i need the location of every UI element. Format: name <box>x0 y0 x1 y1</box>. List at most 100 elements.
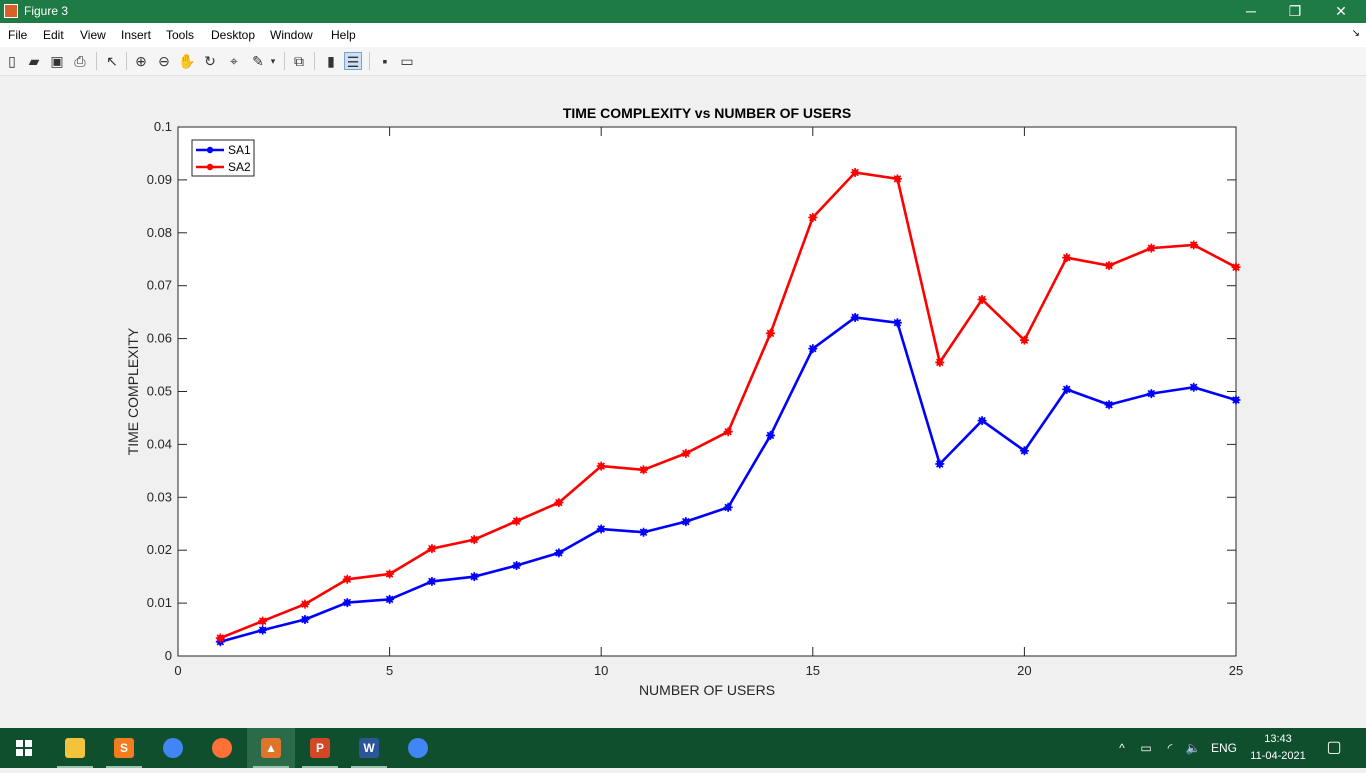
rotate-3d-icon[interactable]: ↻ <box>204 53 216 69</box>
tray-chevron-icon[interactable]: ^ <box>1119 741 1125 755</box>
data-point-sa1[interactable] <box>681 517 691 527</box>
data-point-sa1[interactable] <box>469 572 479 582</box>
menu-help[interactable]: Help <box>331 28 356 42</box>
brush-dropdown-icon[interactable]: ▾ <box>270 56 276 66</box>
volume-icon[interactable]: 🔈 <box>1185 741 1201 755</box>
clock[interactable]: 13:43 11-04-2021 <box>1246 731 1310 765</box>
menu-desktop[interactable]: Desktop <box>211 28 256 42</box>
insert-colorbar-icon[interactable]: ▮ <box>327 53 335 69</box>
line-chart[interactable]: 0 5 10 15 20 25 0 0.01 0.02 0.03 0.04 0.05 0.06 0.07 0… <box>0 76 1366 728</box>
taskbar-app-firefox[interactable] <box>198 728 246 768</box>
print-icon[interactable]: ⎙ <box>74 53 86 69</box>
data-point-sa2[interactable] <box>1189 240 1199 250</box>
close-button[interactable]: ✕ <box>1335 3 1347 19</box>
data-point-sa2[interactable] <box>300 599 310 609</box>
data-point-sa2[interactable] <box>850 167 860 177</box>
data-point-sa1[interactable] <box>554 548 564 558</box>
menu-window[interactable]: Window <box>270 28 313 42</box>
dock-arrow-icon[interactable]: ↘ <box>1351 28 1360 39</box>
battery-icon[interactable]: ▭ <box>1140 741 1152 755</box>
data-point-sa2[interactable] <box>342 574 352 584</box>
data-point-sa2[interactable] <box>427 544 437 554</box>
data-point-sa2[interactable] <box>1062 253 1072 263</box>
data-point-sa2[interactable] <box>765 328 775 338</box>
taskbar-app-file-explorer[interactable] <box>51 728 99 768</box>
menu-edit[interactable]: Edit <box>43 28 64 42</box>
show-plot-tools-icon[interactable]: ▭ <box>400 53 414 69</box>
insert-legend-icon[interactable]: ☰ <box>344 52 362 70</box>
data-point-sa1[interactable] <box>977 416 987 426</box>
open-file-icon[interactable]: ▰ <box>28 53 40 69</box>
restore-button[interactable]: ❐ <box>1288 3 1302 19</box>
data-point-sa1[interactable] <box>596 524 606 534</box>
language-indicator[interactable]: ENG <box>1210 741 1237 755</box>
data-point-sa2[interactable] <box>385 569 395 579</box>
data-point-sa1[interactable] <box>512 561 522 571</box>
data-point-sa2[interactable] <box>554 498 564 508</box>
taskbar-app-chrome-2[interactable] <box>394 728 442 768</box>
link-plot-icon[interactable]: ⧉ <box>294 53 304 69</box>
data-point-sa2[interactable] <box>215 633 225 643</box>
data-point-sa2[interactable] <box>1104 261 1114 271</box>
taskbar-app-sublime-text[interactable]: S <box>100 728 148 768</box>
y-tick-label: 0.09 <box>147 172 172 187</box>
data-point-sa1[interactable] <box>935 459 945 469</box>
data-point-sa2[interactable] <box>1146 243 1156 253</box>
firefox-icon <box>212 738 232 758</box>
data-point-sa1[interactable] <box>1104 400 1114 410</box>
minimize-button[interactable]: ─ <box>1246 3 1256 19</box>
data-point-sa1[interactable] <box>1231 395 1241 405</box>
data-point-sa2[interactable] <box>723 427 733 437</box>
data-point-sa1[interactable] <box>808 344 818 354</box>
data-point-sa1[interactable] <box>342 598 352 608</box>
save-icon[interactable]: ▣ <box>50 53 64 69</box>
data-point-sa1[interactable] <box>765 430 775 440</box>
data-point-sa2[interactable] <box>469 535 479 545</box>
taskbar-app-chrome[interactable] <box>149 728 197 768</box>
taskbar-app-word[interactable]: W <box>345 728 393 768</box>
zoom-out-icon[interactable]: ⊖ <box>158 53 170 69</box>
data-point-sa2[interactable] <box>977 294 987 304</box>
data-point-sa1[interactable] <box>892 318 902 328</box>
data-point-sa2[interactable] <box>258 616 268 626</box>
data-point-sa1[interactable] <box>850 312 860 322</box>
data-point-sa1[interactable] <box>258 625 268 635</box>
notifications-icon[interactable]: ▢ <box>1326 739 1342 756</box>
data-point-sa1[interactable] <box>385 594 395 604</box>
data-point-sa2[interactable] <box>596 461 606 471</box>
data-point-sa2[interactable] <box>892 174 902 184</box>
menu-file[interactable]: File <box>8 28 28 42</box>
taskbar-app-matlab[interactable]: ▲ <box>247 728 295 768</box>
data-point-sa1[interactable] <box>1189 382 1199 392</box>
brush-icon[interactable]: ✎ <box>252 53 264 69</box>
hide-plot-tools-icon[interactable]: ▪ <box>382 53 388 69</box>
data-point-sa2[interactable] <box>935 357 945 367</box>
data-cursor-icon[interactable]: ⌖ <box>230 53 238 69</box>
data-point-sa2[interactable] <box>681 448 691 458</box>
data-point-sa2[interactable] <box>1019 335 1029 345</box>
data-point-sa2[interactable] <box>808 212 818 222</box>
data-point-sa2[interactable] <box>1231 262 1241 272</box>
menu-view[interactable]: View <box>80 28 106 42</box>
data-point-sa1[interactable] <box>639 527 649 537</box>
menu-insert[interactable]: Insert <box>121 28 152 42</box>
data-point-sa1[interactable] <box>723 502 733 512</box>
data-point-sa1[interactable] <box>1146 389 1156 399</box>
taskbar-app-powerpoint[interactable]: P <box>296 728 344 768</box>
data-point-sa1[interactable] <box>427 576 437 586</box>
data-point-sa1[interactable] <box>1019 446 1029 456</box>
zoom-in-icon[interactable]: ⊕ <box>135 53 147 69</box>
data-point-sa1[interactable] <box>1062 384 1072 394</box>
wifi-icon[interactable]: ◜ <box>1167 741 1173 755</box>
menu-tools[interactable]: Tools <box>166 28 195 42</box>
pan-hand-icon[interactable]: ✋ <box>178 53 196 69</box>
data-point-sa2[interactable] <box>512 516 522 526</box>
data-point-sa1[interactable] <box>300 614 310 624</box>
start-button[interactable] <box>0 728 48 768</box>
toolbar-separator <box>96 52 97 70</box>
new-figure-icon[interactable]: ▯ <box>8 53 16 69</box>
edit-plot-arrow-icon[interactable]: ↖ <box>106 53 118 69</box>
powerpoint-icon: P <box>310 738 330 758</box>
data-point-sa2[interactable] <box>639 465 649 475</box>
